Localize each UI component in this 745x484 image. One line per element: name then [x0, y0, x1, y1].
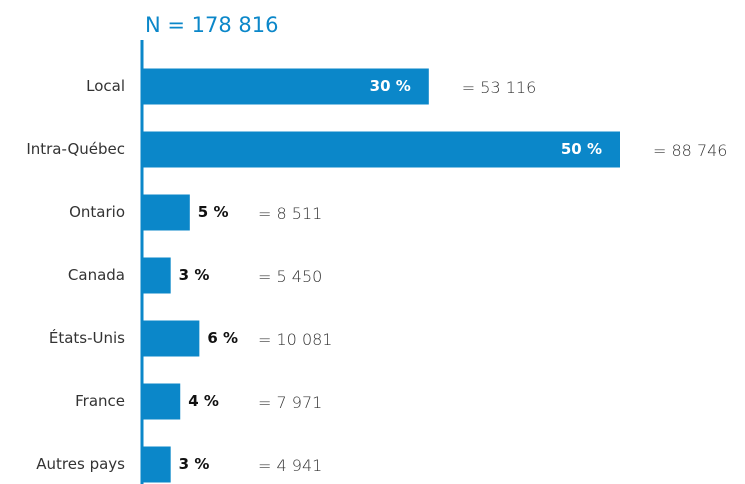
category-label: Autres pays: [36, 455, 125, 473]
category-label: Intra-Québec: [26, 140, 125, 158]
value-label: 4 %: [188, 392, 219, 410]
count-label: = 10 081: [258, 330, 332, 349]
value-label: 5 %: [198, 203, 229, 221]
count-label: = 7 971: [258, 393, 322, 412]
bar: [142, 131, 620, 168]
bar: [142, 446, 171, 483]
bar: [142, 68, 429, 105]
value-label: 3 %: [179, 455, 210, 473]
count-label: = 4 941: [258, 456, 322, 475]
bar: [142, 383, 181, 420]
count-label: = 53 116: [462, 78, 536, 97]
value-label: 30 %: [370, 77, 411, 95]
value-label: 6 %: [207, 329, 238, 347]
value-label: 50 %: [561, 140, 602, 158]
count-label: = 5 450: [258, 267, 322, 286]
bar: [142, 320, 200, 357]
category-label: Local: [86, 77, 125, 95]
category-label: Canada: [68, 266, 125, 284]
count-label: = 8 511: [258, 204, 322, 223]
bar: [142, 257, 171, 294]
category-label: États-Unis: [49, 328, 125, 347]
category-label: Ontario: [69, 203, 125, 221]
chart-title: N = 178 816: [145, 13, 279, 37]
value-label: 3 %: [179, 266, 210, 284]
count-label: = 88 746: [653, 141, 727, 160]
category-label: France: [75, 392, 125, 410]
bar: [142, 194, 190, 231]
